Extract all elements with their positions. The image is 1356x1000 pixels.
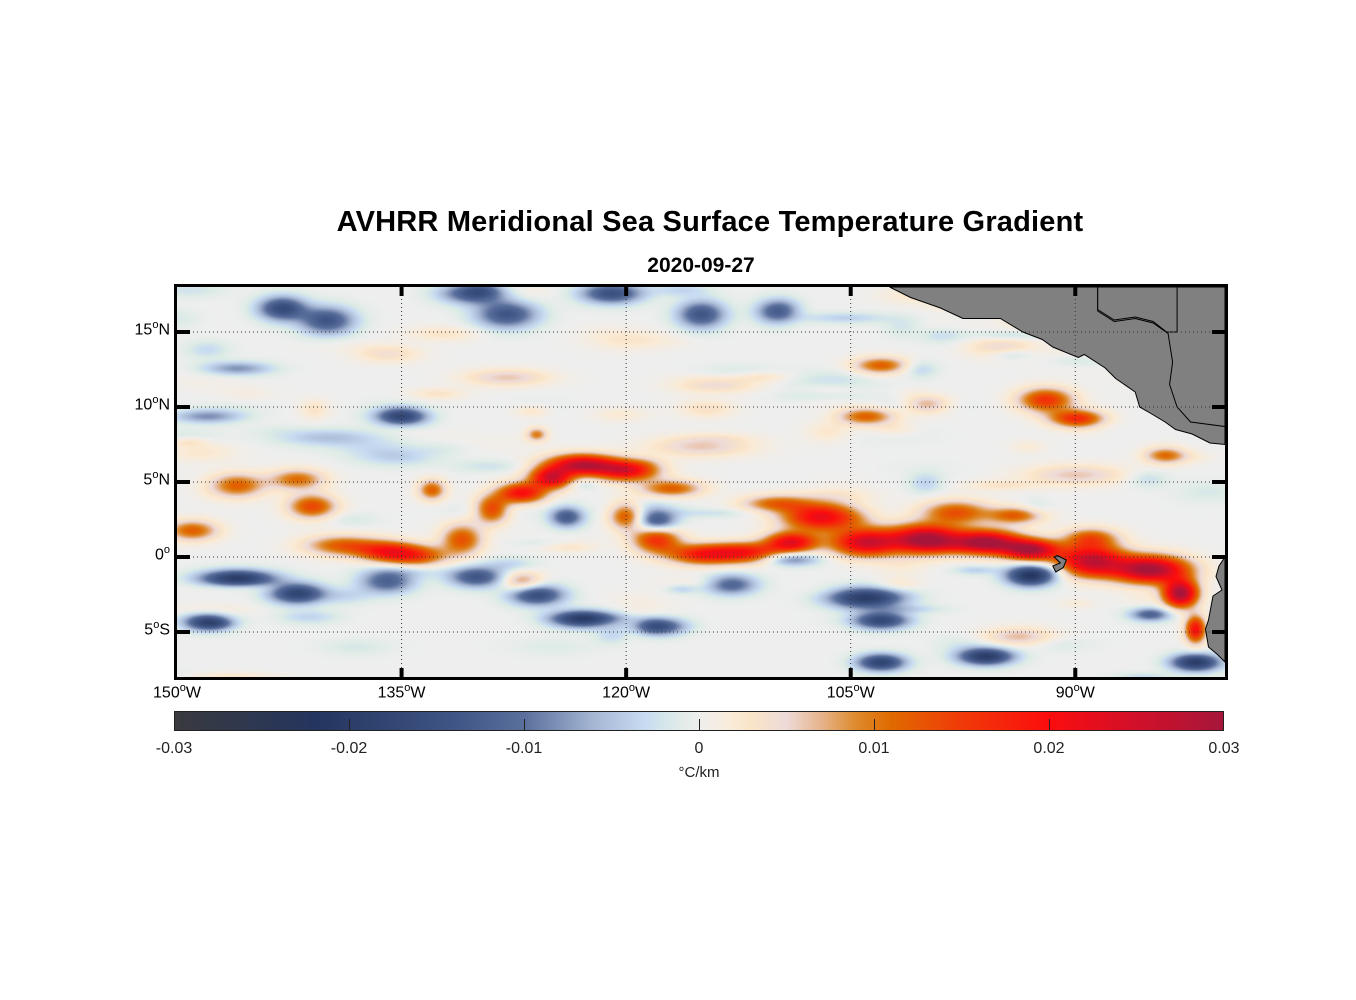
hemisphere-letter: W — [635, 684, 651, 702]
colorbar-tick — [1049, 719, 1050, 731]
longitude-label: 90oW — [1035, 682, 1115, 702]
tick-number: 150 — [153, 684, 180, 702]
colorbar-tick — [524, 719, 525, 731]
latitude-label: 0o — [108, 544, 170, 564]
figure-subtitle: 2020-09-27 — [647, 254, 755, 277]
longitude-label: 150oW — [137, 682, 217, 702]
colorbar-tick-label: -0.03 — [155, 740, 193, 757]
hemisphere-letter: W — [859, 684, 875, 702]
colorbar-tick — [699, 719, 700, 731]
longitude-label: 135oW — [362, 682, 442, 702]
frame-ticks — [174, 284, 1228, 680]
tick-number: 120 — [602, 684, 629, 702]
land-layer — [889, 286, 1226, 664]
graticule — [177, 287, 1225, 677]
land-south-america — [1204, 555, 1226, 664]
degree-symbol: o — [152, 469, 159, 481]
colorbar-units-label: °C/km — [678, 764, 720, 781]
latitude-label: 15oN — [108, 319, 170, 339]
colorbar-tick-label: 0.01 — [858, 740, 890, 757]
land-mexico-guatemala-east — [1097, 286, 1178, 333]
hemisphere-letter: N — [158, 396, 170, 414]
tick-number: 135 — [377, 684, 405, 702]
hemisphere-letter: W — [185, 684, 201, 702]
latitude-label: 10oN — [108, 394, 170, 414]
colorbar-tick-label: 0 — [694, 740, 704, 757]
hemisphere-letter: W — [1079, 684, 1095, 702]
colorbar-tick-label: -0.01 — [505, 740, 543, 757]
tick-number: 5 — [144, 621, 154, 639]
tick-number: 0 — [154, 546, 164, 564]
tick-number: 10 — [134, 396, 153, 414]
longitude-label: 120oW — [586, 682, 666, 702]
degree-symbol: o — [152, 394, 159, 406]
land-galapagos — [1052, 554, 1067, 573]
hemisphere-letter: N — [158, 321, 170, 339]
tick-number: 90 — [1055, 684, 1074, 702]
tick-number: 5 — [143, 471, 153, 489]
colorbar-tick-label: 0.03 — [1208, 740, 1240, 757]
hemisphere-letter: W — [410, 684, 426, 702]
map-plot — [174, 284, 1228, 680]
degree-symbol: o — [1073, 682, 1080, 694]
latitude-label: 5oN — [108, 469, 170, 489]
colorbar-tick-label: 0.02 — [1033, 740, 1065, 757]
degree-symbol: o — [163, 544, 170, 556]
hemisphere-letter: S — [159, 621, 170, 639]
land-central-america — [889, 286, 1226, 446]
colorbar-tick — [874, 719, 875, 731]
degree-symbol: o — [853, 682, 860, 694]
degree-symbol: o — [153, 619, 160, 631]
degree-symbol: o — [152, 319, 159, 331]
tick-number: 15 — [134, 321, 153, 339]
colorbar-tick — [349, 719, 350, 731]
degree-symbol: o — [628, 682, 635, 694]
degree-symbol: o — [179, 682, 186, 694]
hemisphere-letter: N — [158, 471, 170, 489]
map-overlay — [174, 284, 1228, 680]
colorbar-tick-label: -0.02 — [330, 740, 368, 757]
latitude-label: 5oS — [108, 619, 170, 639]
figure-title: AVHRR Meridional Sea Surface Temperature… — [336, 206, 1084, 238]
degree-symbol: o — [404, 682, 411, 694]
longitude-label: 105oW — [811, 682, 891, 702]
tick-number: 105 — [826, 684, 854, 702]
